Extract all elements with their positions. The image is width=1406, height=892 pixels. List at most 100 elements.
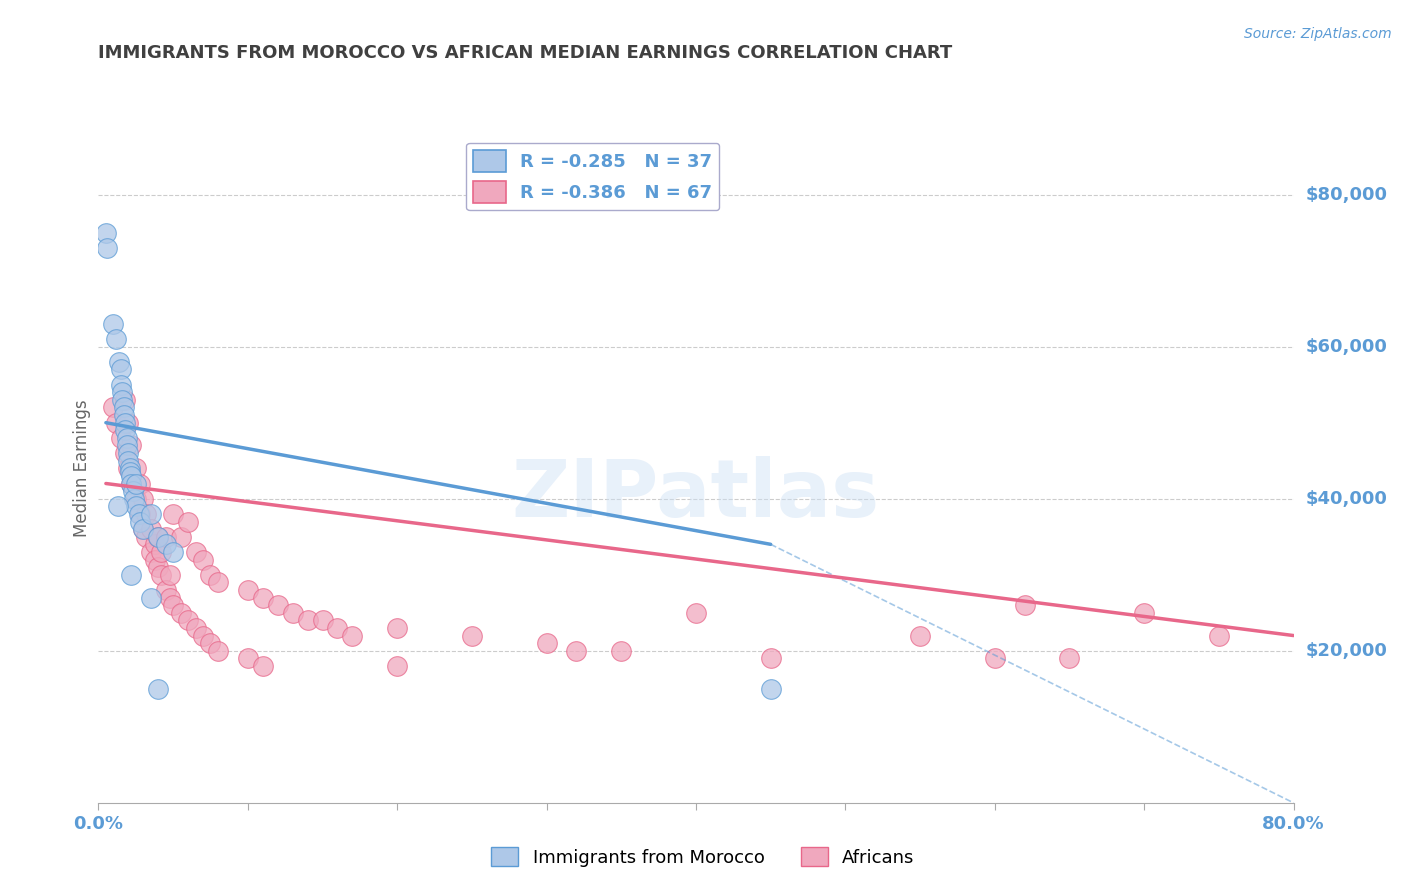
Point: [117, 453, 139, 467]
Point: [148, 681, 170, 696]
Point: [117, 461, 139, 475]
Point: [155, 530, 177, 544]
Point: [342, 628, 364, 642]
Point: [111, 392, 134, 407]
Point: [120, 567, 142, 582]
Point: [162, 507, 184, 521]
Point: [685, 606, 707, 620]
Point: [110, 362, 132, 376]
Point: [135, 530, 157, 544]
Point: [162, 598, 184, 612]
Point: [125, 476, 148, 491]
Point: [120, 476, 142, 491]
Point: [148, 530, 170, 544]
Point: [207, 575, 229, 590]
Point: [114, 416, 136, 430]
Point: [120, 469, 142, 483]
Point: [114, 423, 136, 437]
Point: [983, 651, 1005, 665]
Point: [759, 651, 782, 665]
Point: [200, 636, 222, 650]
Point: [1014, 598, 1036, 612]
Point: [200, 567, 222, 582]
Point: [129, 515, 152, 529]
Point: [143, 552, 166, 566]
Point: [159, 591, 181, 605]
Point: [125, 500, 148, 514]
Text: $20,000: $20,000: [1305, 641, 1388, 660]
Point: [150, 567, 173, 582]
Point: [177, 613, 200, 627]
Point: [111, 385, 134, 400]
Text: $40,000: $40,000: [1305, 490, 1388, 508]
Legend: R = -0.285   N = 37, R = -0.386   N = 67: R = -0.285 N = 37, R = -0.386 N = 67: [465, 143, 720, 211]
Text: Source: ZipAtlas.com: Source: ZipAtlas.com: [1244, 27, 1392, 41]
Point: [139, 522, 162, 536]
Point: [162, 545, 184, 559]
Point: [155, 537, 177, 551]
Point: [1059, 651, 1081, 665]
Point: [139, 545, 162, 559]
Point: [112, 401, 135, 415]
Point: [105, 332, 128, 346]
Point: [252, 591, 274, 605]
Point: [908, 628, 931, 642]
Y-axis label: Median Earnings: Median Earnings: [73, 400, 91, 537]
Point: [110, 431, 132, 445]
Point: [139, 507, 162, 521]
Point: [184, 545, 207, 559]
Point: [110, 377, 132, 392]
Point: [143, 537, 166, 551]
Point: [177, 515, 200, 529]
Point: [236, 651, 259, 665]
Point: [461, 628, 484, 642]
Point: [103, 317, 125, 331]
Point: [385, 621, 409, 635]
Point: [385, 659, 409, 673]
Point: [115, 438, 138, 452]
Point: [105, 416, 128, 430]
Point: [132, 491, 155, 506]
Point: [236, 582, 259, 597]
Point: [148, 560, 170, 574]
Point: [297, 613, 319, 627]
Point: [112, 408, 135, 422]
Point: [148, 530, 170, 544]
Point: [117, 416, 139, 430]
Point: [150, 545, 173, 559]
Point: [267, 598, 290, 612]
Point: [108, 355, 131, 369]
Point: [118, 461, 141, 475]
Text: IMMIGRANTS FROM MOROCCO VS AFRICAN MEDIAN EARNINGS CORRELATION CHART: IMMIGRANTS FROM MOROCCO VS AFRICAN MEDIA…: [98, 45, 953, 62]
Point: [125, 491, 148, 506]
Point: [121, 484, 143, 499]
Point: [114, 446, 136, 460]
Point: [124, 491, 146, 506]
Point: [129, 476, 152, 491]
Point: [159, 567, 181, 582]
Point: [132, 522, 155, 536]
Point: [191, 552, 214, 566]
Point: [94, 226, 117, 240]
Point: [117, 446, 139, 460]
Point: [114, 392, 136, 407]
Point: [125, 461, 148, 475]
Point: [184, 621, 207, 635]
Point: [311, 613, 333, 627]
Point: [120, 476, 142, 491]
Point: [169, 530, 191, 544]
Point: [326, 621, 349, 635]
Point: [103, 401, 125, 415]
Point: [252, 659, 274, 673]
Point: [96, 241, 118, 255]
Point: [155, 582, 177, 597]
Point: [1208, 628, 1230, 642]
Legend: Immigrants from Morocco, Africans: Immigrants from Morocco, Africans: [484, 840, 922, 874]
Point: [118, 465, 141, 479]
Text: $80,000: $80,000: [1305, 186, 1388, 203]
Point: [115, 431, 138, 445]
Point: [107, 500, 129, 514]
Point: [191, 628, 214, 642]
Point: [759, 681, 782, 696]
Point: [169, 606, 191, 620]
